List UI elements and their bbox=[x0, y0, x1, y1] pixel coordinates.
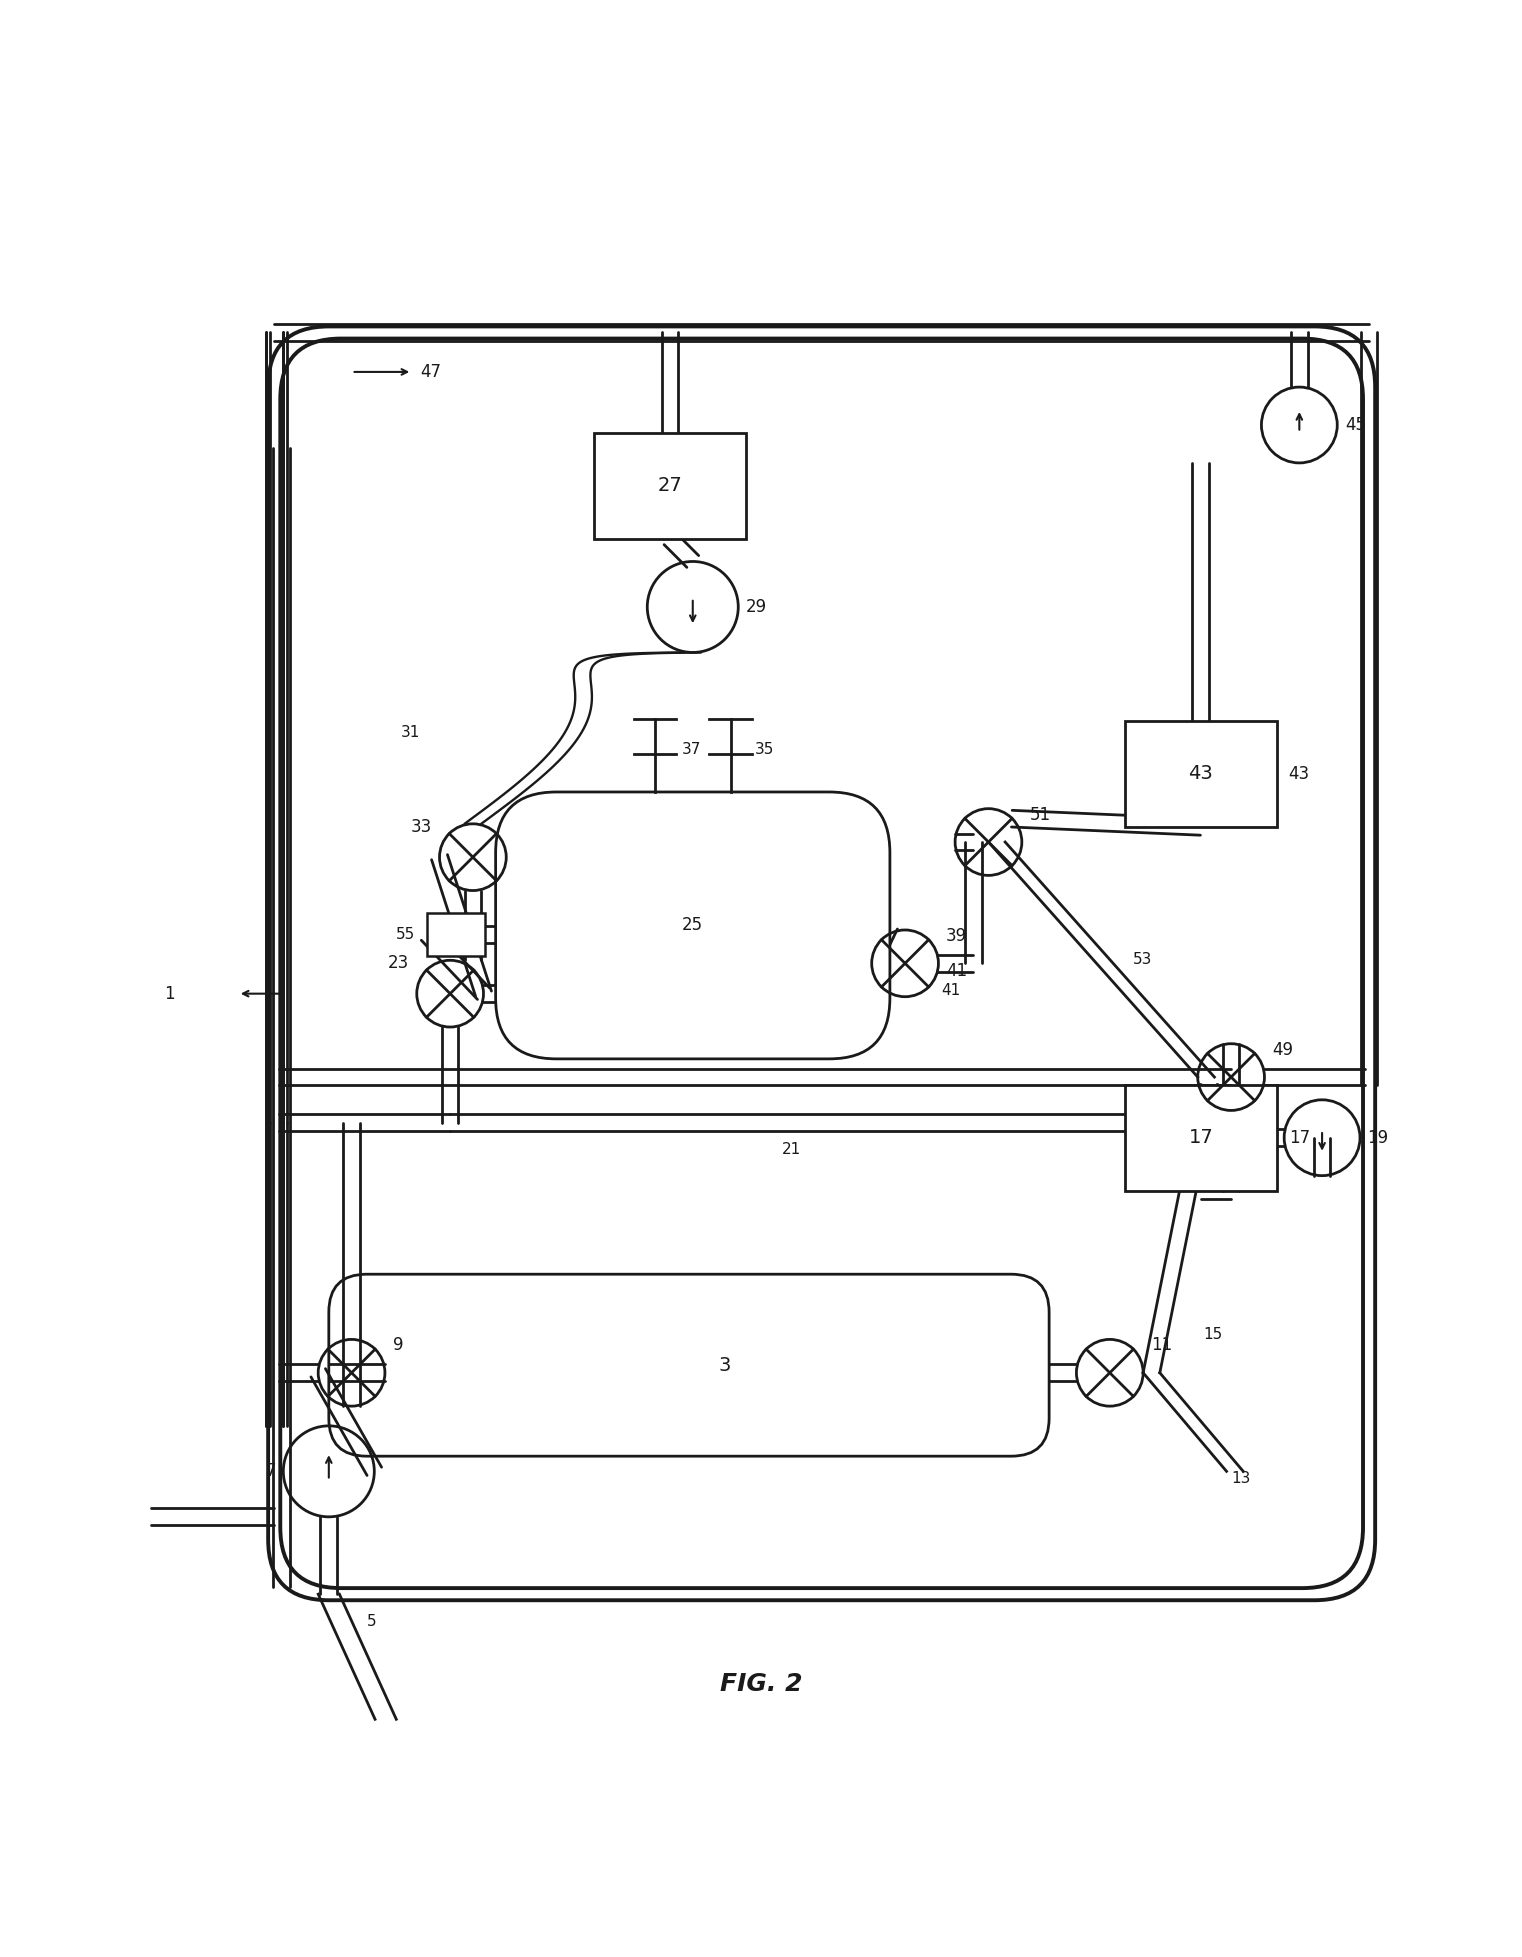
Text: 17: 17 bbox=[1189, 1129, 1213, 1147]
Text: 17: 17 bbox=[1289, 1129, 1310, 1147]
Text: 29: 29 bbox=[746, 599, 767, 616]
FancyBboxPatch shape bbox=[428, 914, 486, 955]
Text: 15: 15 bbox=[1204, 1327, 1224, 1343]
Text: 37: 37 bbox=[682, 742, 702, 757]
Text: 43: 43 bbox=[1189, 765, 1213, 783]
FancyBboxPatch shape bbox=[1125, 1084, 1277, 1190]
Text: 5: 5 bbox=[367, 1615, 376, 1628]
Text: 9: 9 bbox=[393, 1337, 403, 1354]
Text: 53: 53 bbox=[1132, 951, 1152, 967]
Text: 55: 55 bbox=[396, 928, 416, 941]
Text: 41: 41 bbox=[947, 963, 966, 980]
Text: 51: 51 bbox=[1029, 806, 1050, 824]
Text: 11: 11 bbox=[1151, 1337, 1172, 1354]
Text: 13: 13 bbox=[1231, 1472, 1251, 1487]
Text: FIG. 2: FIG. 2 bbox=[720, 1671, 802, 1695]
Text: 7: 7 bbox=[265, 1462, 275, 1479]
FancyBboxPatch shape bbox=[1125, 720, 1277, 828]
Text: 1: 1 bbox=[164, 984, 175, 1002]
Text: 43: 43 bbox=[1289, 765, 1310, 783]
Text: 21: 21 bbox=[782, 1143, 801, 1157]
Text: 27: 27 bbox=[658, 476, 682, 495]
Text: 33: 33 bbox=[411, 818, 432, 836]
Text: 23: 23 bbox=[388, 955, 409, 973]
Text: 35: 35 bbox=[755, 742, 775, 757]
FancyBboxPatch shape bbox=[329, 1274, 1049, 1456]
Text: 39: 39 bbox=[947, 928, 966, 945]
Text: 31: 31 bbox=[400, 724, 420, 740]
Text: 45: 45 bbox=[1345, 417, 1365, 434]
Text: 49: 49 bbox=[1272, 1041, 1294, 1059]
Text: 19: 19 bbox=[1368, 1129, 1388, 1147]
FancyBboxPatch shape bbox=[594, 432, 746, 538]
Text: 25: 25 bbox=[682, 916, 703, 933]
Text: 3: 3 bbox=[718, 1356, 731, 1374]
Text: 41: 41 bbox=[942, 982, 960, 998]
FancyBboxPatch shape bbox=[496, 793, 890, 1059]
Text: 47: 47 bbox=[420, 362, 441, 382]
